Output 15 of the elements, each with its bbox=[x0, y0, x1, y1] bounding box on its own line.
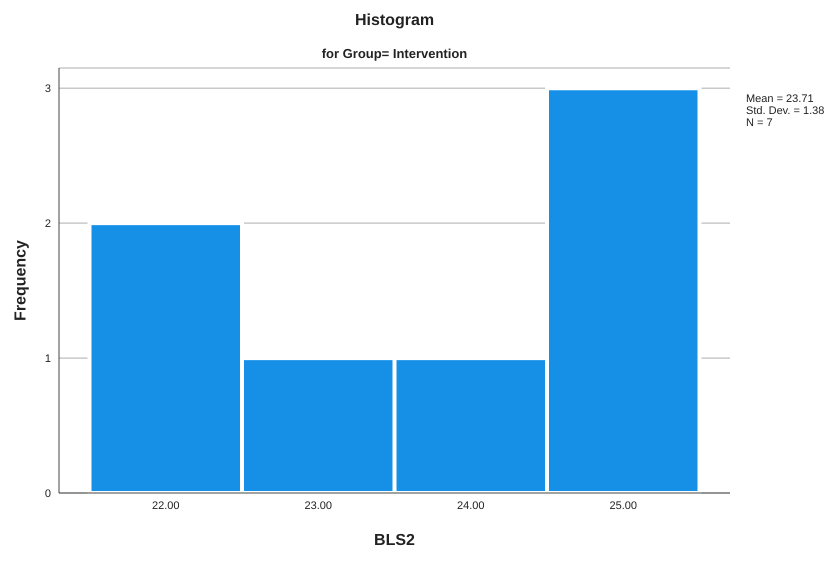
y-tick-label: 2 bbox=[44, 218, 51, 230]
x-axis-title: BLS2 bbox=[374, 532, 416, 549]
y-tick-label: 0 bbox=[44, 488, 51, 500]
y-tick-label: 3 bbox=[44, 83, 51, 96]
text: Mean = 23.71 bbox=[746, 93, 815, 105]
y-axis-title: Frequency bbox=[12, 240, 30, 321]
chart-title: Histogram bbox=[354, 12, 436, 30]
text: N = 7 bbox=[746, 117, 774, 129]
x-tick-label: 25.00 bbox=[609, 500, 638, 512]
text: Std. Dev. = 1.38 bbox=[746, 105, 824, 117]
x-tick-label: 22.00 bbox=[152, 500, 180, 512]
x-tick-label: 24.00 bbox=[456, 500, 485, 512]
chart-subtitle: for Group= Intervention bbox=[320, 46, 468, 61]
x-tick-label: 23.00 bbox=[304, 500, 332, 512]
y-tick-label: 1 bbox=[44, 353, 51, 366]
